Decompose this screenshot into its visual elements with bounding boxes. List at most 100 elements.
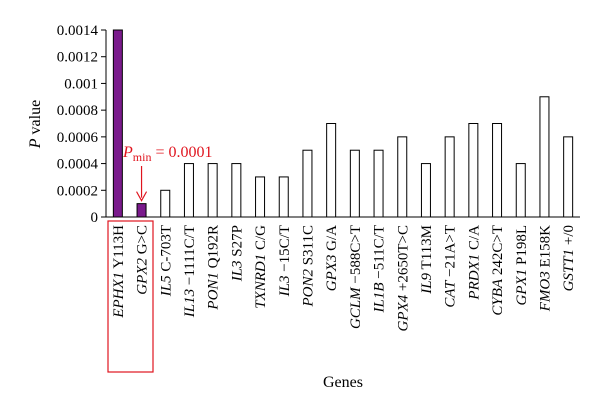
x-tick-label: CYBA 242C>T (490, 225, 506, 316)
bars (112, 29, 574, 218)
y-tick-label: 0.0004 (57, 157, 99, 173)
x-tick-label: IL5 C-703T (158, 225, 174, 297)
x-tick-gene: IL1B (372, 283, 388, 314)
bar-gpx1-17 (515, 163, 526, 218)
x-tick-label: PRDX1 C/A (466, 225, 482, 301)
x-tick-variant: −588C>T (348, 225, 364, 287)
y-tick-label: 0.001 (64, 76, 98, 92)
x-tick-label: GPX4 +2650T>C (395, 225, 411, 332)
pmin-annotation: Pmin = 0.0001 (122, 144, 212, 202)
x-tick-label: PON1 Q192R (206, 225, 222, 311)
bar-fmo3-18 (539, 96, 550, 218)
x-tick-gene: IL9 (419, 272, 435, 294)
pmin-label: Pmin = 0.0001 (122, 144, 212, 164)
bar-il3-5 (231, 163, 242, 218)
x-tick-label: CAT −21A>T (443, 225, 459, 308)
x-tick-label: IL3 −15C/T (277, 225, 293, 297)
x-tick-gene: TXNRD1 (253, 254, 269, 309)
x-tick-variant: C/A (466, 225, 482, 254)
x-tick-gene: IL13 (182, 289, 198, 318)
x-tick-gene: PON2 (300, 269, 316, 308)
x-tick-gene: FMO3 (537, 271, 553, 312)
x-tick-variant: −15C/T (277, 225, 293, 276)
x-tick-variant: G>C (135, 225, 151, 258)
bar-cat-14 (444, 136, 455, 218)
x-tick-gene: IL5 (158, 275, 174, 297)
x-tick-label: GSTT1 +/0 (561, 225, 577, 291)
x-tick-gene: IL3 (277, 276, 293, 298)
bar-ephx1-0 (112, 29, 123, 218)
bar-gclm-10 (349, 149, 360, 218)
x-tick-gene: GPX2 (135, 258, 151, 295)
x-tick-label: GPX1 P198L (514, 225, 530, 305)
bar-pon1-4 (207, 163, 218, 218)
x-axis: EPHX1 Y113H GPX2 G>C IL5 C-703T IL13 −1111C… (106, 216, 580, 332)
bar-il3-7 (278, 176, 289, 218)
x-tick-gene: CAT (443, 279, 459, 308)
x-tick-variant: T113M (419, 225, 435, 273)
x-tick-variant: Y113H (111, 225, 127, 272)
bar-gpx2-1 (136, 203, 147, 218)
x-tick-variant: C-703T (158, 225, 174, 275)
bar-il13-3 (183, 163, 194, 218)
bar-pon2-8 (302, 149, 313, 218)
x-tick-gene: GCLM (348, 286, 364, 329)
x-tick-variant: E158K (537, 225, 553, 271)
x-axis-label: Genes (323, 374, 363, 391)
y-axis-label: P value (27, 100, 44, 149)
bar-gpx3-9 (326, 123, 337, 218)
bar-gpx4-12 (397, 136, 408, 218)
x-tick-gene: GPX4 (395, 294, 411, 331)
y-tick-label: 0.0002 (57, 183, 98, 199)
x-tick-gene: IL3 (229, 260, 245, 282)
x-tick-gene: GPX1 (514, 269, 530, 306)
x-tick-variant: +2650T>C (395, 225, 411, 295)
bar-gstt1-19 (563, 136, 574, 218)
x-tick-variant: G/A (324, 225, 340, 255)
x-tick-label: IL13 −1111C/T (182, 225, 198, 318)
x-tick-gene: PRDX1 (466, 254, 482, 301)
x-tick-label: PON2 S311C (300, 225, 316, 308)
x-tick-variant: +/0 (561, 225, 577, 249)
x-tick-variant: −21A>T (443, 225, 459, 281)
x-tick-label: IL1B −511C/T (372, 225, 388, 314)
bar-il9-13 (420, 163, 431, 218)
x-tick-label: GPX3 G/A (324, 225, 340, 291)
x-tick-variant: 242C>T (490, 225, 506, 279)
x-tick-label: EPHX1 Y113H (111, 225, 127, 319)
x-tick-label: GPX2 G>C (135, 225, 151, 295)
x-tick-variant: Q192R (206, 225, 222, 272)
x-tick-gene: GSTT1 (561, 249, 577, 292)
bar-txnrd1-6 (255, 176, 266, 218)
x-ticks: EPHX1 Y113H GPX2 G>C IL5 C-703T IL13 −1111C… (111, 225, 577, 332)
x-tick-label: TXNRD1 C/G (253, 225, 269, 309)
x-tick-label: IL3 S27P (229, 225, 245, 282)
highlight-box (107, 220, 154, 373)
y-tick-label: 0.0008 (57, 103, 98, 119)
bar-cyba-16 (492, 123, 503, 218)
y-tick-label: 0.0006 (57, 130, 99, 146)
x-tick-variant: S27P (229, 225, 245, 260)
x-tick-gene: EPHX1 (111, 272, 127, 319)
y-axis: 0 0.0002 0.0004 0.0006 0.0008 0.001 0.0012 0.00… (57, 23, 107, 226)
x-tick-variant: C/G (253, 225, 269, 254)
x-tick-label: GCLM −588C>T (348, 225, 364, 329)
x-tick-variant: −511C/T (372, 225, 388, 283)
x-tick-variant: S311C (300, 225, 316, 269)
y-tick-label: 0.0012 (57, 50, 98, 66)
pmin-arrow-head (136, 191, 148, 202)
bar-il5-2 (160, 189, 171, 218)
x-tick-variant: −1111C/T (182, 225, 198, 289)
x-tick-label: IL9 T113M (419, 225, 435, 295)
bar-il1b-11 (373, 149, 384, 218)
x-tick-gene: CYBA (490, 278, 506, 316)
y-ticks: 0 0.0002 0.0004 0.0006 0.0008 0.001 0.0012 0.00… (57, 23, 106, 226)
bar-prdx1-15 (468, 123, 479, 218)
x-tick-gene: PON1 (206, 272, 222, 311)
y-tick-label: 0 (91, 210, 99, 226)
x-tick-gene: GPX3 (324, 255, 340, 292)
x-tick-label: FMO3 E158K (537, 225, 553, 312)
x-tick-variant: P198L (514, 225, 530, 269)
y-tick-label: 0.0014 (57, 23, 99, 39)
